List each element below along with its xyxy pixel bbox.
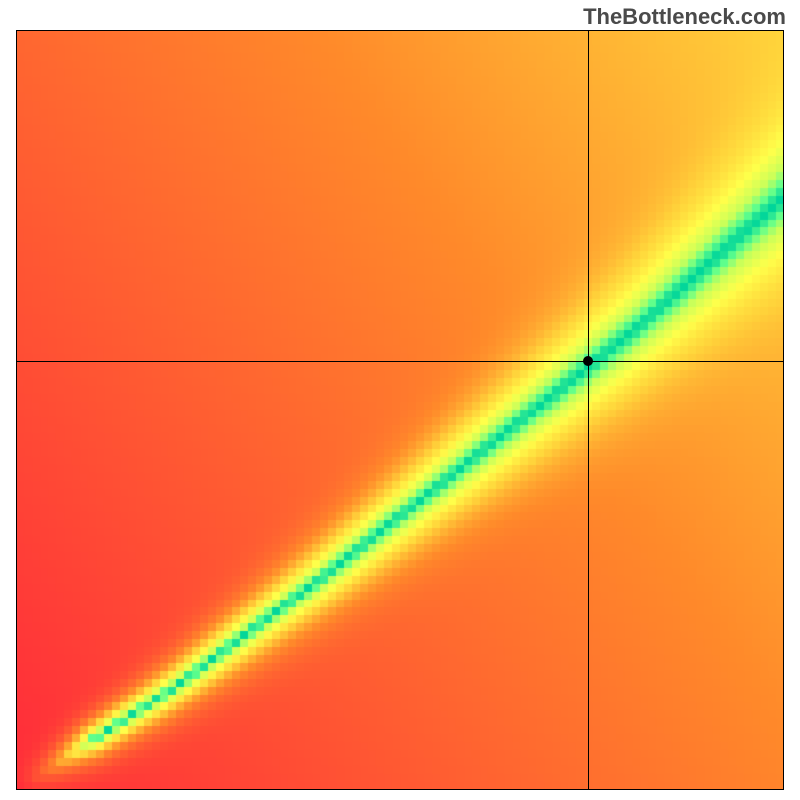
heatmap-canvas [16,30,784,790]
crosshair-vertical [588,30,589,790]
crosshair-marker [583,356,593,366]
chart-container: TheBottleneck.com [0,0,800,800]
plot-area [16,30,784,790]
crosshair-horizontal [16,361,784,362]
watermark-text: TheBottleneck.com [583,4,786,30]
